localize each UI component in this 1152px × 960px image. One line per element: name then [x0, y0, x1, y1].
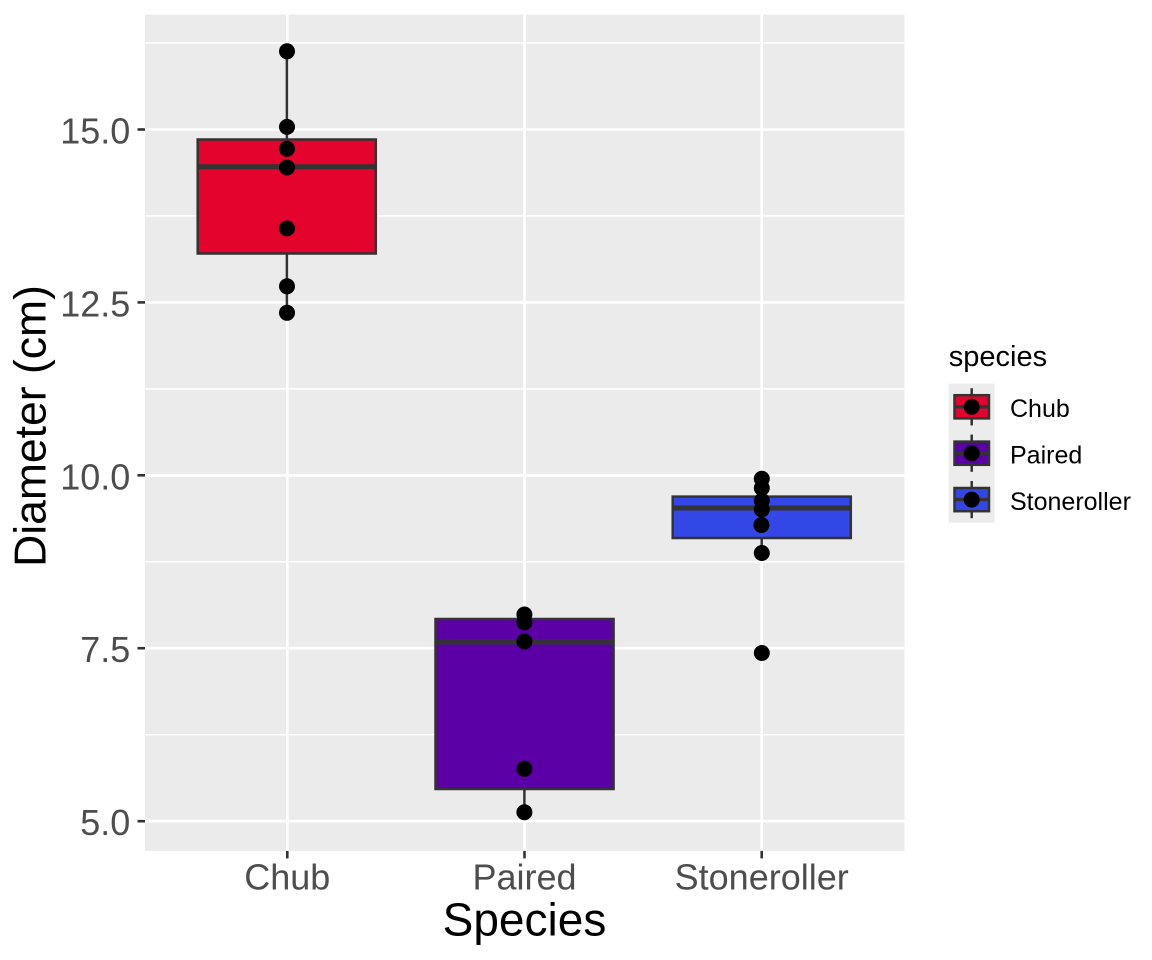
- svg-text:Stoneroller: Stoneroller: [1010, 488, 1131, 516]
- svg-text:10.0: 10.0: [60, 456, 130, 497]
- svg-text:Chub: Chub: [1010, 395, 1070, 423]
- svg-text:Paired: Paired: [1010, 442, 1082, 470]
- svg-text:12.5: 12.5: [60, 283, 130, 324]
- svg-text:Chub: Chub: [244, 856, 330, 897]
- svg-text:Species: Species: [443, 894, 607, 946]
- svg-text:5.0: 5.0: [80, 802, 130, 843]
- svg-text:Stoneroller: Stoneroller: [675, 856, 849, 897]
- svg-text:15.0: 15.0: [60, 111, 130, 152]
- svg-text:7.5: 7.5: [80, 629, 130, 670]
- svg-text:species: species: [949, 341, 1047, 373]
- svg-text:Paired: Paired: [472, 856, 576, 897]
- svg-text:Diameter (cm): Diameter (cm): [7, 285, 56, 567]
